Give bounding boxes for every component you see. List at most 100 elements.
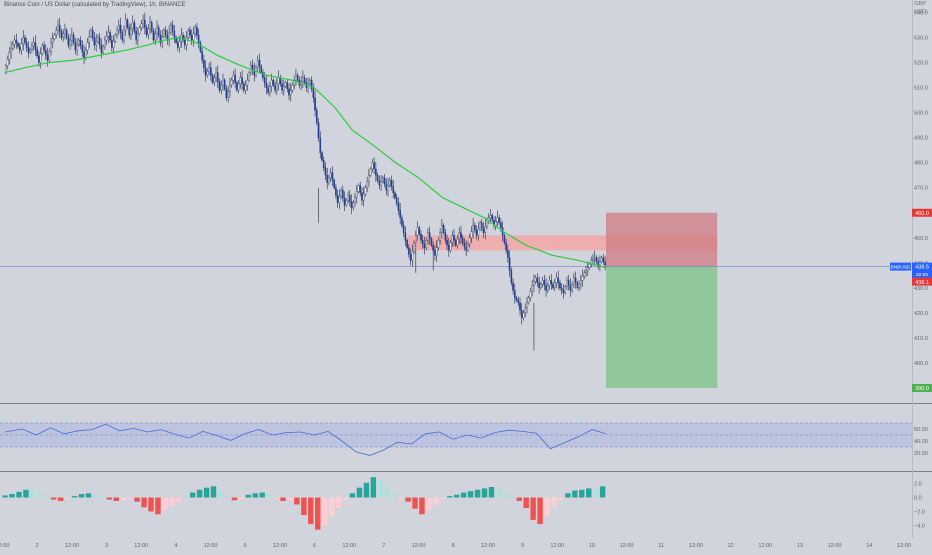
candle-body: [194, 27, 197, 34]
histogram-bar: [412, 497, 418, 509]
candle-body: [599, 261, 601, 266]
candle-body: [453, 235, 455, 241]
candle-body: [536, 277, 539, 284]
time-tick-label: 7: [382, 543, 385, 549]
candle-body: [472, 225, 474, 232]
candle-body: [43, 44, 45, 51]
candle-body: [24, 37, 26, 43]
candle-body: [494, 221, 497, 226]
candle-body: [395, 197, 398, 203]
candle-body: [510, 270, 513, 284]
candle-body: [216, 72, 219, 82]
candle-body: [579, 280, 582, 285]
candle-body: [458, 232, 461, 240]
candle-body: [232, 74, 235, 81]
candle-body: [465, 246, 467, 251]
candle-body: [13, 39, 16, 45]
candle-body: [102, 46, 104, 53]
time-tick-label: 8: [452, 543, 455, 549]
candle-body: [348, 195, 351, 202]
histogram-bar: [196, 489, 203, 498]
candle-body: [277, 77, 280, 85]
candle-body: [484, 226, 487, 233]
candle-body: [109, 32, 111, 41]
candle-body: [420, 233, 422, 241]
candle-body: [288, 88, 290, 96]
candle-body: [350, 201, 353, 208]
candle-body: [39, 53, 42, 63]
time-tick-label: 13: [797, 543, 803, 549]
candle-body: [20, 43, 23, 51]
candle-body: [208, 67, 210, 72]
histogram-bar: [322, 497, 328, 526]
candle-body: [201, 51, 203, 61]
candle-body: [210, 67, 212, 76]
candle-body: [463, 242, 466, 247]
histogram-bar: [210, 486, 217, 498]
candle-body: [18, 46, 21, 51]
candle-body: [227, 91, 230, 98]
time-tick-label: 3: [105, 543, 108, 549]
target-price-tag-bg: [912, 383, 932, 392]
histogram-bar: [384, 487, 390, 498]
candle-body: [571, 283, 573, 291]
candle-body: [116, 29, 118, 36]
candle-body: [276, 83, 278, 91]
candle-body: [291, 84, 294, 91]
candle-body: [128, 27, 131, 36]
candle-body: [381, 177, 384, 182]
histogram-bar: [405, 497, 411, 502]
candle-body: [161, 36, 164, 43]
histogram-bar: [57, 497, 64, 501]
histogram-bar: [592, 489, 599, 498]
price-tick-label: 430.0: [914, 286, 928, 292]
histogram-bar: [467, 491, 474, 498]
moving-average-line: [4, 36, 607, 269]
candle-body: [258, 59, 261, 67]
candle-body: [507, 250, 509, 258]
histogram-bar: [30, 490, 36, 498]
candle-body: [435, 247, 438, 256]
candle-body: [309, 79, 311, 85]
candle-body: [225, 88, 228, 98]
time-tick-label: 4: [174, 543, 177, 549]
time-tick-label: 12:00: [65, 543, 79, 549]
candle-body: [427, 232, 429, 241]
candle-body: [262, 72, 264, 78]
candle-body: [55, 29, 58, 36]
time-tick-label: 6: [313, 543, 316, 549]
candle-body: [237, 83, 240, 91]
candle-body: [404, 232, 407, 241]
histogram-bar: [169, 497, 175, 506]
candle-body: [222, 79, 224, 86]
candle-body: [95, 41, 98, 46]
time-tick-label: 12:00: [412, 543, 426, 549]
candle-body: [246, 79, 249, 86]
time-tick-label: 12:00: [828, 543, 842, 549]
candle-body: [416, 227, 419, 236]
candle-body: [236, 82, 238, 91]
candle-body: [15, 39, 18, 44]
candle-body: [133, 22, 136, 32]
histogram-bar: [537, 497, 543, 525]
candle-body: [512, 282, 514, 291]
candle-body: [190, 34, 193, 41]
candle-body: [104, 39, 106, 47]
histogram-bar: [460, 492, 467, 498]
histogram-bar: [419, 497, 425, 515]
candle-body: [296, 74, 299, 81]
histogram-bar: [78, 494, 85, 498]
candle-body: [44, 49, 47, 56]
candle-body: [114, 34, 117, 42]
candle-body: [588, 263, 591, 269]
candle-body: [583, 272, 586, 277]
candle-body: [57, 24, 59, 31]
histogram-bar: [440, 497, 446, 499]
candle-body: [359, 185, 362, 193]
candle-body: [111, 39, 113, 48]
candle-body: [479, 222, 481, 230]
candle-body: [112, 41, 115, 48]
histogram-bar: [231, 497, 238, 501]
